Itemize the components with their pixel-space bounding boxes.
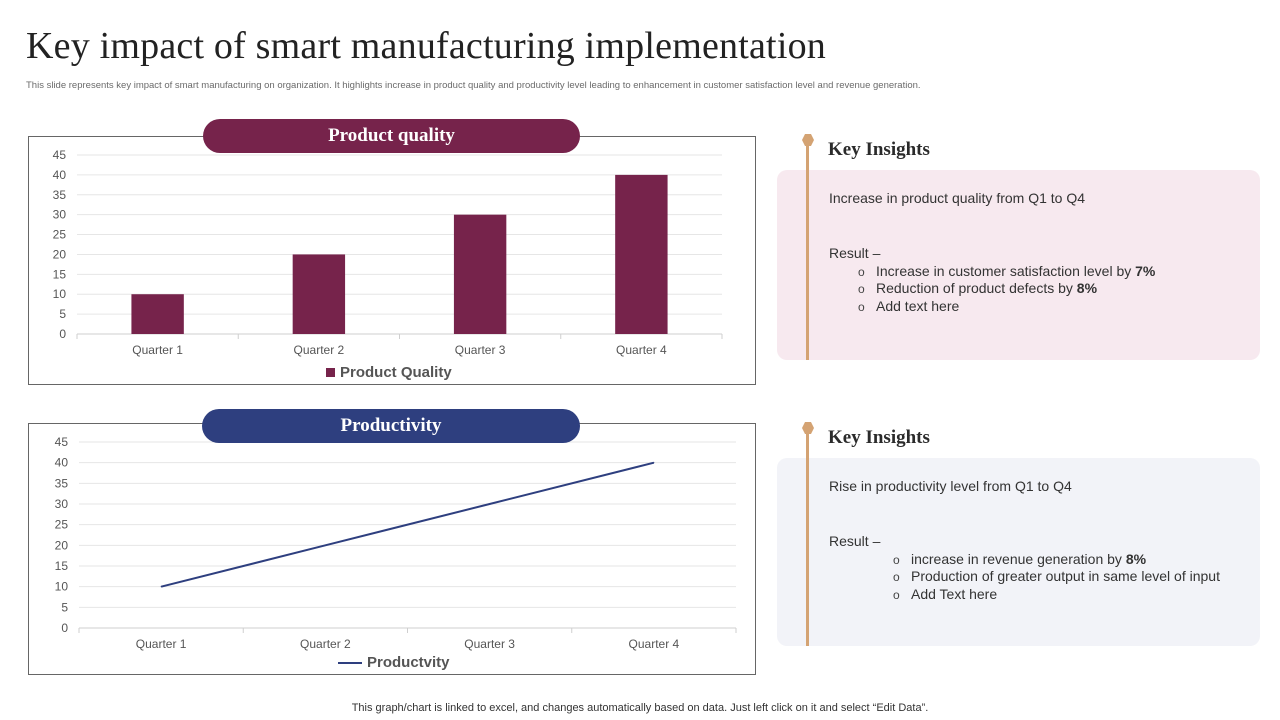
series-line xyxy=(160,461,655,588)
y-tick-label: 25 xyxy=(53,228,67,242)
quality-insight-bullet: o Add text here xyxy=(858,298,959,314)
quality-insight-result-label: Result – xyxy=(829,245,881,261)
bullet-bold: 8% xyxy=(1125,551,1147,567)
x-tick-label: Quarter 3 xyxy=(464,637,515,651)
y-tick-label: 35 xyxy=(55,476,69,490)
y-tick-label: 5 xyxy=(61,600,68,614)
y-tick-label: 10 xyxy=(53,287,67,301)
x-tick-label: Quarter 1 xyxy=(136,637,187,651)
y-tick-label: 30 xyxy=(53,208,67,222)
x-tick-label: Quarter 2 xyxy=(300,637,351,651)
y-tick-label: 45 xyxy=(55,435,69,449)
y-tick-label: 15 xyxy=(53,267,67,281)
bullet-bold: 8% xyxy=(1076,280,1098,296)
y-tick-label: 40 xyxy=(53,168,67,182)
bullet-icon: o xyxy=(893,570,900,584)
productivity-insight-hex-icon xyxy=(802,422,814,434)
quality-insight-hex-icon xyxy=(802,134,814,146)
bar xyxy=(131,294,184,334)
bullet-icon: o xyxy=(858,265,865,279)
productivity-insight-box xyxy=(777,458,1260,646)
productivity-pill: Productivity xyxy=(202,409,580,443)
page-subtitle: This slide represents key impact of smar… xyxy=(26,80,921,91)
quality-insight-bullet: o Increase in customer satisfaction level… xyxy=(858,263,1155,279)
x-tick-label: Quarter 2 xyxy=(294,343,345,357)
bullet-icon: o xyxy=(858,282,865,296)
y-tick-label: 35 xyxy=(53,188,67,202)
bar xyxy=(453,214,507,334)
productivity-insight-bullet: o increase in revenue generation by 8% xyxy=(893,551,1146,567)
page-title: Key impact of smart manufacturing implem… xyxy=(26,25,826,67)
y-tick-label: 0 xyxy=(59,327,66,341)
productivity-insight-line xyxy=(806,432,809,646)
productivity-insight-bullet: o Add Text here xyxy=(893,586,997,602)
data-point xyxy=(324,544,326,546)
quality-insight-intro: Increase in product quality from Q1 to Q… xyxy=(829,190,1086,206)
quality-insight-line xyxy=(806,142,809,360)
bullet-text: Add text here xyxy=(876,298,960,314)
quality-insight-heading: Key Insights xyxy=(828,139,930,160)
data-point xyxy=(160,586,162,588)
product-quality-chart[interactable]: 0 5 10 15 20 25 30 35 40 45 Quarter 1 Quarter 2 Quar… xyxy=(0,0,1280,400)
bullet-icon: o xyxy=(893,588,900,602)
product-quality-pill: Product quality xyxy=(203,119,580,153)
y-tick-label: 10 xyxy=(55,580,69,594)
data-point xyxy=(489,503,491,505)
bullet-icon: o xyxy=(893,553,900,567)
bullet-text: Production of greater output in same lev… xyxy=(911,568,1220,584)
data-point xyxy=(653,462,655,464)
legend-label: Product Quality xyxy=(340,364,452,381)
quality-insight-bullet: o Reduction of product defects by 8% xyxy=(858,280,1097,296)
x-tick-label: Quarter 4 xyxy=(629,637,680,651)
x-tick-label: Quarter 1 xyxy=(132,343,183,357)
bullet-bold: 7% xyxy=(1135,263,1156,279)
y-tick-label: 20 xyxy=(55,538,69,552)
y-tick-label: 40 xyxy=(55,456,69,470)
y-tick-label: 25 xyxy=(55,518,69,532)
productivity-chart[interactable]: 0 5 10 15 20 25 30 35 40 45 Quarter 1 Quarter 2 Quar… xyxy=(0,0,1280,700)
bar xyxy=(615,174,668,334)
x-tick-label: Quarter 4 xyxy=(616,343,667,357)
productivity-insight-intro: Rise in productivity level from Q1 to Q4 xyxy=(829,478,1072,494)
legend-label: Productvity xyxy=(367,654,450,671)
x-tick-label: Quarter 3 xyxy=(455,343,506,357)
y-tick-label: 45 xyxy=(53,148,67,162)
legend-swatch xyxy=(326,368,335,377)
productivity-insight-heading: Key Insights xyxy=(828,427,930,448)
bullet-icon: o xyxy=(858,300,865,314)
y-tick-label: 30 xyxy=(55,497,69,511)
quality-insight-box xyxy=(777,170,1260,360)
y-tick-label: 0 xyxy=(61,621,68,635)
y-tick-label: 5 xyxy=(59,307,66,321)
productivity-chart-frame xyxy=(28,423,756,675)
y-tick-label: 20 xyxy=(53,247,67,261)
bullet-text: increase in revenue generation by xyxy=(911,551,1126,567)
productivity-insight-result-label: Result – xyxy=(829,533,881,549)
bullet-text: Add Text here xyxy=(911,586,998,602)
bullet-text: Increase in customer satisfaction level … xyxy=(876,263,1136,279)
bar xyxy=(292,254,346,334)
productivity-insight-bullet: o Production of greater output in same le… xyxy=(893,568,1220,584)
edit-data-footnote: This graph/chart is linked to excel, and… xyxy=(351,702,929,714)
bullet-text: Reduction of product defects by xyxy=(876,280,1077,296)
y-tick-label: 15 xyxy=(55,559,69,573)
